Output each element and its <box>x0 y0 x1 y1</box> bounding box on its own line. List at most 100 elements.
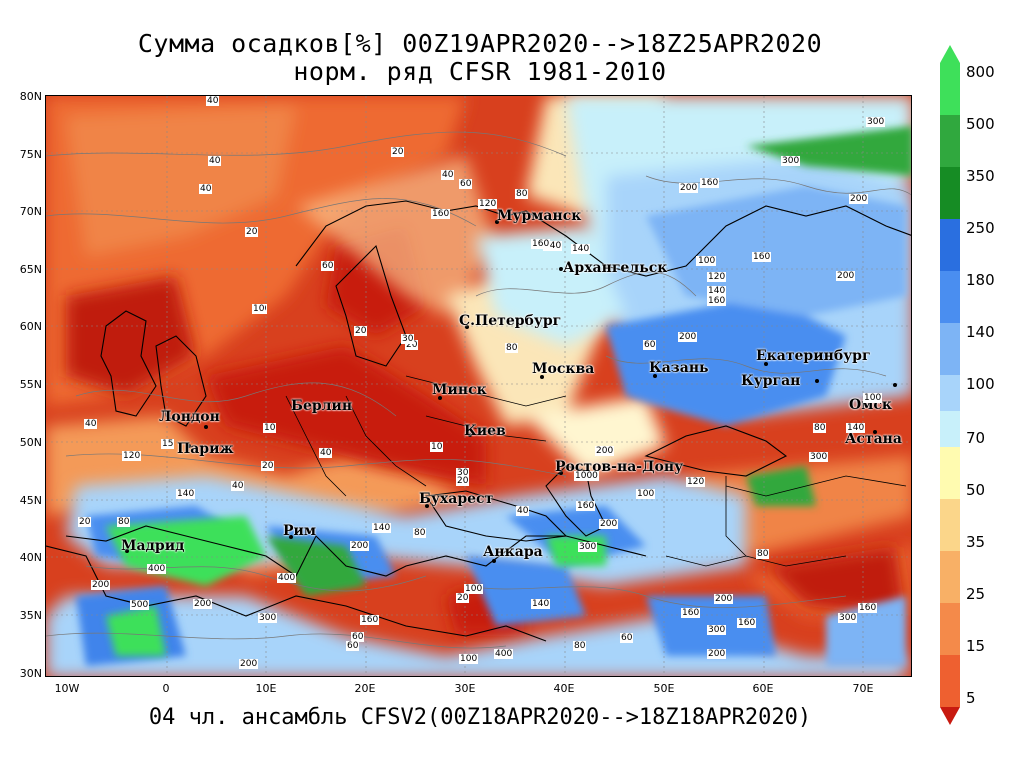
contour-label: 200 <box>714 594 734 604</box>
legend-label: 100 <box>966 375 995 393</box>
lat-label: 50N <box>19 436 42 449</box>
contour-label: 400 <box>494 649 514 659</box>
city-marker <box>559 471 563 475</box>
contour-label: 140 <box>531 599 551 609</box>
legend-swatch <box>940 411 960 447</box>
legend-swatch <box>940 655 960 707</box>
city-label: Казань <box>649 360 709 376</box>
contour-label: 140 <box>707 286 727 296</box>
contour-label: 500 <box>130 600 150 610</box>
contour-label: 40 <box>516 506 530 516</box>
contour-label: 140 <box>176 489 196 499</box>
city-label: Мурманск <box>497 208 582 224</box>
lat-label: 45N <box>19 494 42 507</box>
borders <box>285 375 907 567</box>
lat-label: 65N <box>19 263 42 276</box>
lon-label: 60E <box>752 682 774 695</box>
city-label: Москва <box>532 361 595 377</box>
legend-swatch <box>940 63 960 115</box>
contour-label: 160 <box>531 239 551 249</box>
contour-label: 300 <box>866 117 886 127</box>
contour-label: 200 <box>678 332 698 342</box>
contour-label: 160 <box>360 615 380 625</box>
city-label: Бухарест <box>419 491 494 507</box>
lat-label: 30N <box>19 667 42 680</box>
contour-label: 200 <box>595 446 615 456</box>
city-label: Курган <box>741 373 801 389</box>
city-marker <box>298 406 302 410</box>
contour-label: 40 <box>199 184 213 194</box>
legend-colorbar <box>940 45 960 725</box>
contour-label: 160 <box>700 178 720 188</box>
legend-swatch <box>940 499 960 551</box>
lat-label: 70N <box>19 205 42 218</box>
contour-label: 160 <box>737 618 757 628</box>
contour-label: 20 <box>245 227 259 237</box>
city-marker <box>125 549 129 553</box>
contour-label: 40 <box>206 96 220 106</box>
contour-label: 40 <box>441 170 455 180</box>
city-label: Киев <box>464 423 506 439</box>
contour-label: 120 <box>478 199 498 209</box>
contour-label: 140 <box>571 244 591 254</box>
contour-label: 30 <box>401 334 415 344</box>
contour-label: 60 <box>620 633 634 643</box>
contour-label: 60 <box>346 641 360 651</box>
contour-label: 140 <box>846 423 866 433</box>
contour-label: 160 <box>576 501 596 511</box>
precipitation-map: Мурманск Архангельск С.Петербург Москва … <box>45 95 912 677</box>
lon-label: 30E <box>454 682 476 695</box>
lat-label: 35N <box>19 609 42 622</box>
contour-label: 20 <box>354 326 368 336</box>
contour-label: 300 <box>809 452 829 462</box>
contour-label: 60 <box>459 179 473 189</box>
contour-label: 60 <box>321 261 335 271</box>
city-label: Париж <box>177 441 234 457</box>
contour-label: 20 <box>78 517 92 527</box>
lat-label: 40N <box>19 551 42 564</box>
contour-label: 1000 <box>574 471 599 481</box>
lon-label: 70E <box>852 682 874 695</box>
contour-label: 80 <box>573 641 587 651</box>
contour-label: 200 <box>679 183 699 193</box>
contour-label: 80 <box>813 423 827 433</box>
gridlines <box>46 96 911 676</box>
city-marker <box>289 535 293 539</box>
city-marker <box>653 374 657 378</box>
legend-swatch <box>940 375 960 411</box>
contours <box>46 131 911 649</box>
contour-label: 140 <box>372 523 392 533</box>
city-label: Анкара <box>483 544 543 560</box>
city-marker <box>893 383 897 387</box>
city-label: Екатеринбург <box>756 348 871 364</box>
legend-label: 350 <box>966 167 995 185</box>
contour-label: 200 <box>91 580 111 590</box>
lon-label: 50E <box>653 682 675 695</box>
legend-label: 5 <box>966 689 976 707</box>
city-label: Мадрид <box>121 538 185 554</box>
contour-label: 20 <box>405 340 419 350</box>
city-marker <box>764 362 768 366</box>
contour-label: 120 <box>122 451 142 461</box>
city-marker <box>468 433 472 437</box>
lon-label: 20E <box>354 682 376 695</box>
contour-label: 300 <box>838 613 858 623</box>
lat-label: 60N <box>19 320 42 333</box>
contour-label: 120 <box>707 272 727 282</box>
contour-label: 160 <box>431 209 451 219</box>
contour-label: 100 <box>863 393 883 403</box>
city-label: Рим <box>283 523 317 539</box>
city-marker <box>540 375 544 379</box>
city-label: Лондон <box>159 409 220 425</box>
legend-swatch <box>940 603 960 655</box>
contour-label: 200 <box>707 649 727 659</box>
contour-label: 200 <box>239 659 259 669</box>
contour-label: 80 <box>413 528 427 538</box>
legend-swatch <box>940 551 960 603</box>
contour-label: 100 <box>464 584 484 594</box>
lon-label: 0 <box>162 682 170 695</box>
contour-label: 300 <box>781 156 801 166</box>
city-marker <box>492 559 496 563</box>
legend-swatch <box>940 167 960 219</box>
contour-label: 40 <box>231 481 245 491</box>
